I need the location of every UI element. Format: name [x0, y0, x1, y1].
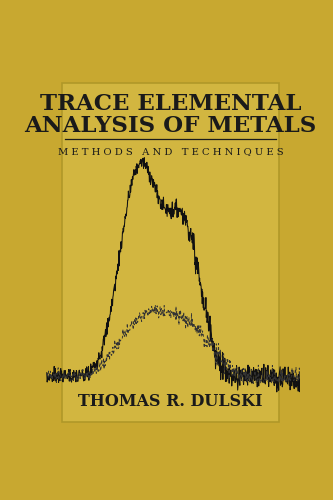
FancyBboxPatch shape [62, 83, 279, 422]
Text: TRACE ELEMENTAL: TRACE ELEMENTAL [40, 92, 301, 114]
Text: THOMAS R. DULSKI: THOMAS R. DULSKI [78, 393, 263, 410]
Text: M E T H O D S   A N D   T E C H N I Q U E S: M E T H O D S A N D T E C H N I Q U E S [58, 148, 283, 156]
Text: ANALYSIS OF METALS: ANALYSIS OF METALS [25, 114, 317, 136]
